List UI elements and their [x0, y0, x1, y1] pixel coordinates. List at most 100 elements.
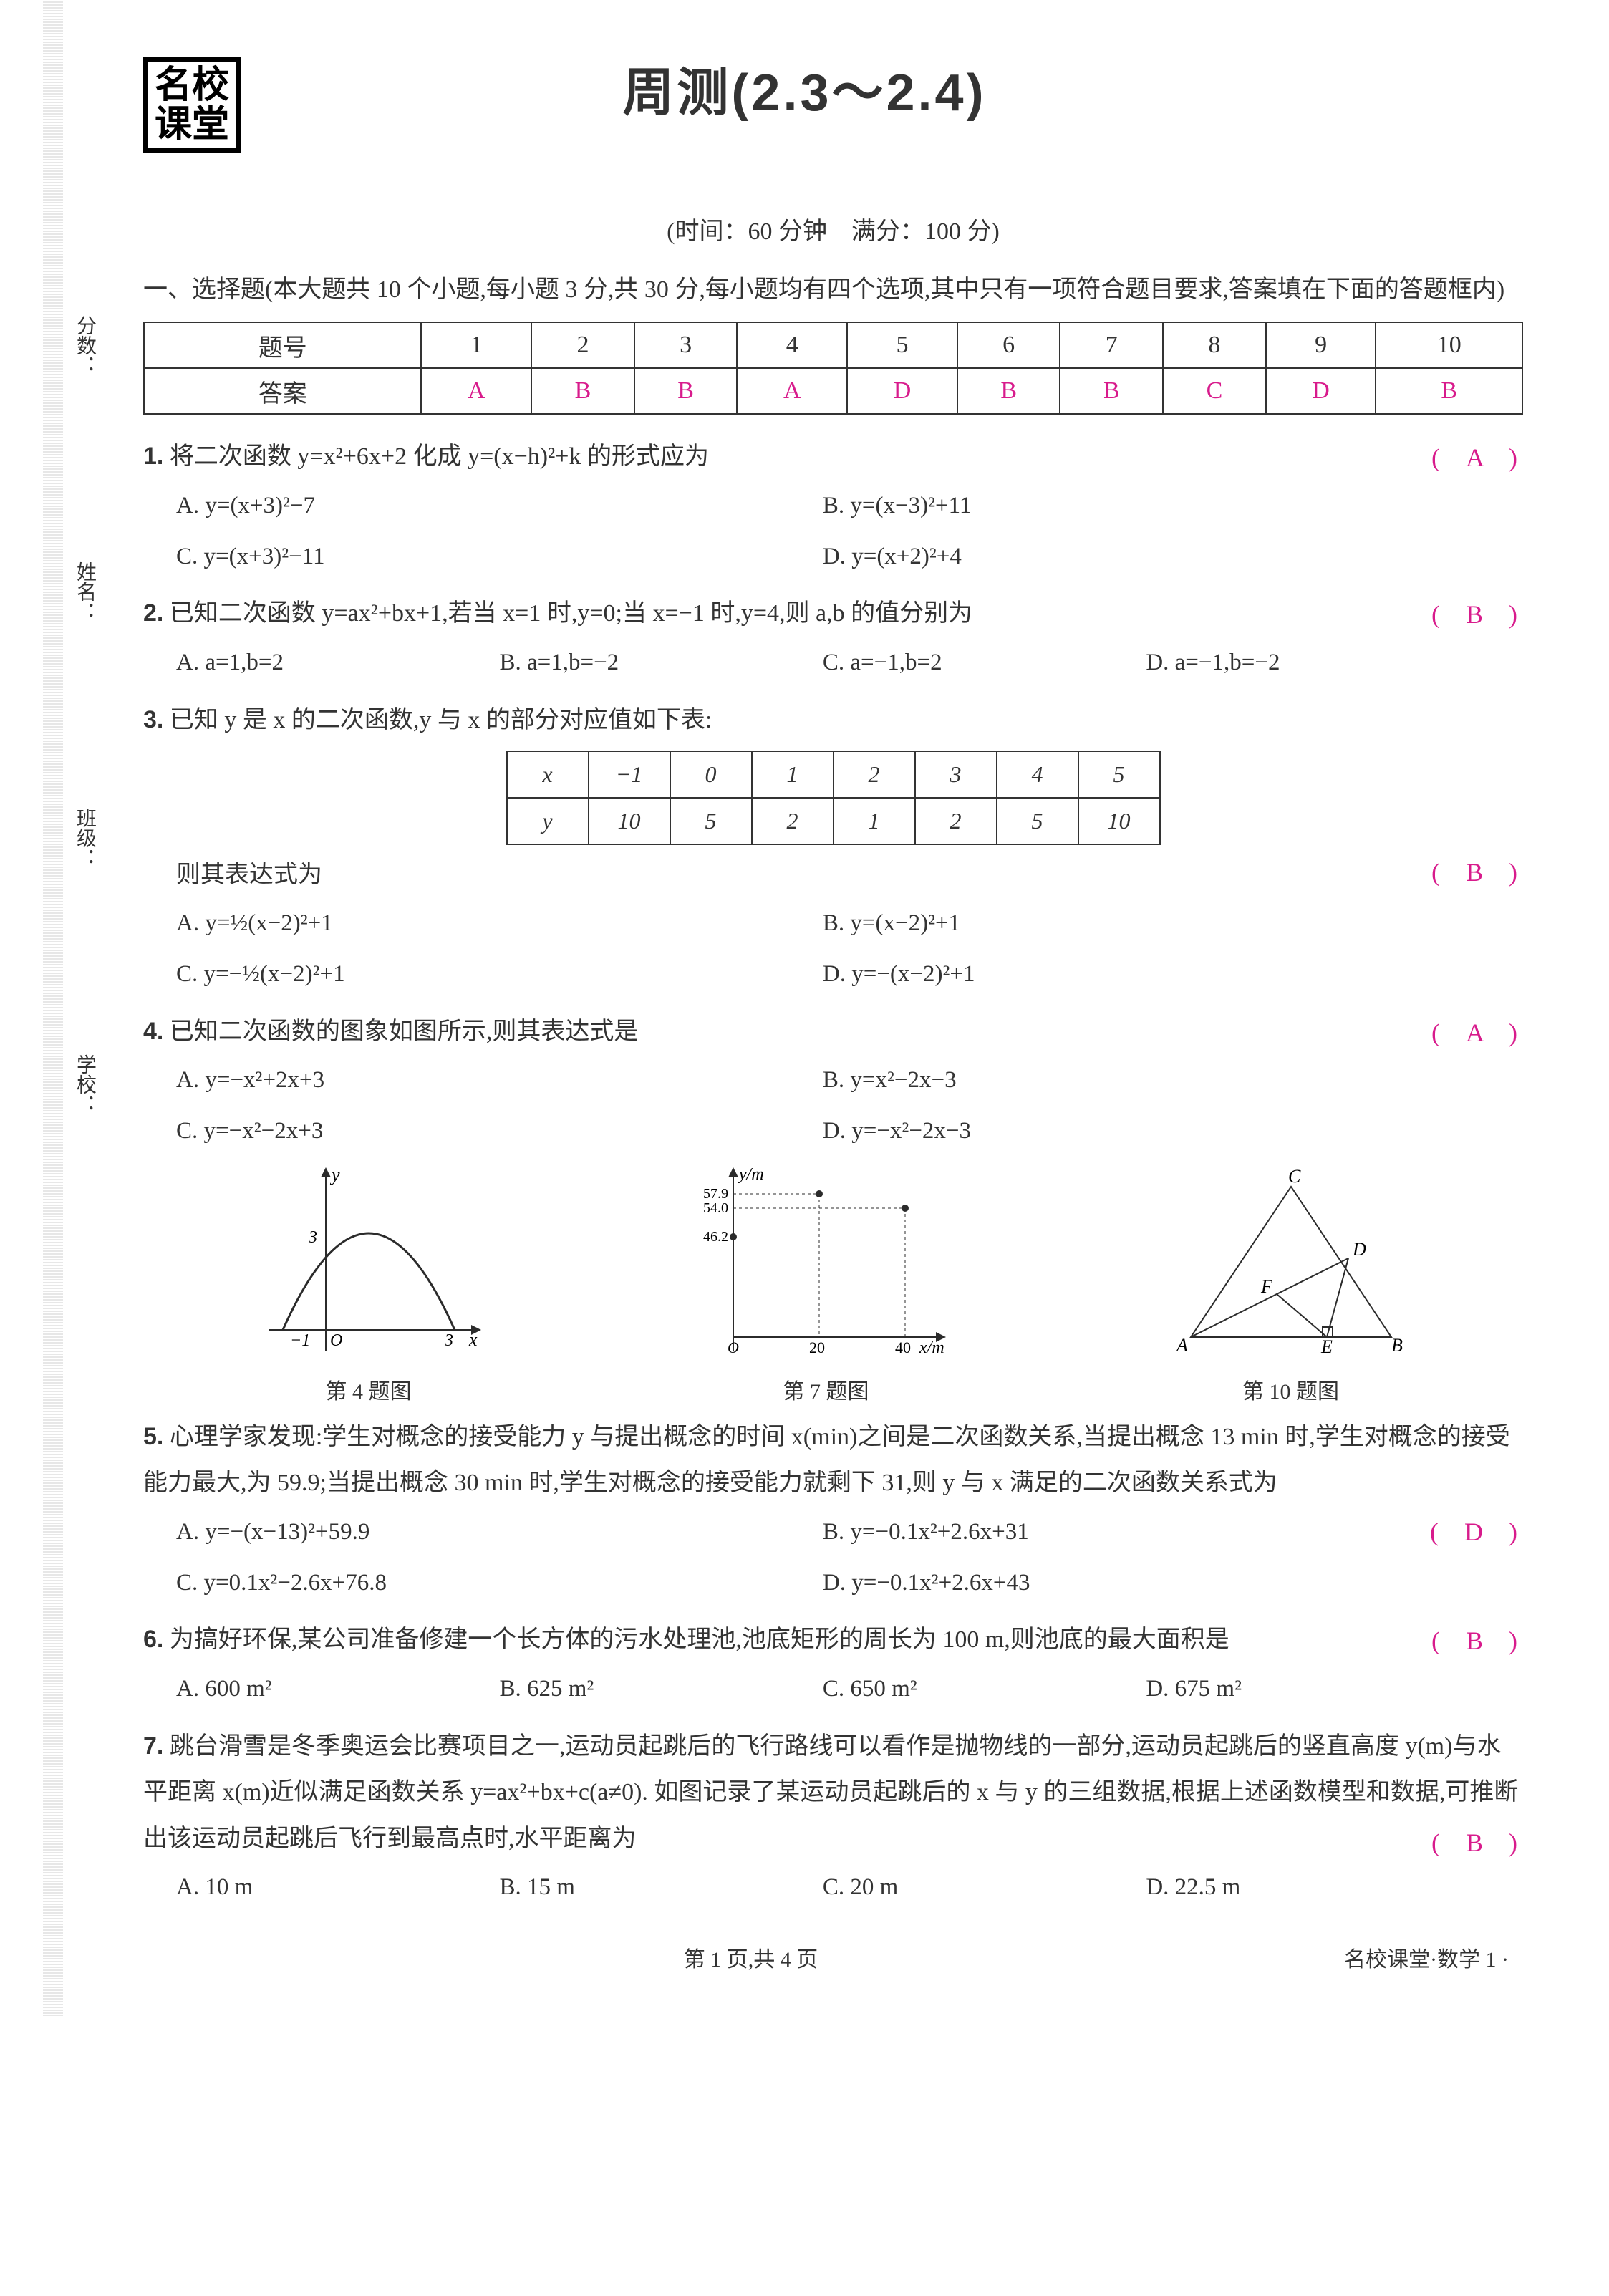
q6-options: A. 600 m² B. 625 m² C. 650 m² D. 675 m² — [176, 1664, 1523, 1714]
svg-text:F: F — [1260, 1276, 1273, 1297]
footer-right: 名校课堂·数学 1 · — [1344, 1942, 1509, 1973]
svg-text:O: O — [330, 1331, 342, 1350]
q1-opt-b: B. y=(x−3)²+11 — [823, 483, 1469, 529]
q3-x6: 5 — [1078, 751, 1160, 798]
q6-opt-a: A. 600 m² — [176, 1666, 499, 1712]
q5-opt-d: D. y=−0.1x²+2.6x+43 — [823, 1561, 1469, 1606]
q3-x-label: x — [507, 751, 589, 798]
answer-2: B — [531, 368, 634, 414]
q3-x0: −1 — [589, 751, 670, 798]
q3-y6: 10 — [1078, 798, 1160, 844]
q6-opt-d: D. 675 m² — [1146, 1666, 1469, 1712]
answer-col-10: 10 — [1376, 322, 1522, 368]
margin-side-labels: 分数： 姓名： 班级： 学校： — [70, 286, 96, 1301]
question-5: ( D ) 5. 心理学家发现:学生对概念的接受能力 y 与提出概念的时间 x(… — [143, 1414, 1523, 1608]
answer-col-9: 9 — [1266, 322, 1376, 368]
page: 分数： 姓名： 班级： 学校： 名校课堂 周测(2.3～2.4) (时间：60 … — [0, 0, 1609, 2016]
q5-options: A. y=−(x−13)²+59.9 B. y=−0.1x²+2.6x+31 C… — [176, 1507, 1523, 1608]
answer-3: B — [634, 368, 738, 414]
answer-col-5: 5 — [847, 322, 957, 368]
svg-text:57.9: 57.9 — [703, 1186, 728, 1202]
answer-4: A — [737, 368, 847, 414]
svg-text:54.0: 54.0 — [703, 1200, 728, 1216]
q2-opt-c: C. a=−1,b=2 — [823, 640, 1146, 685]
q4-answer: ( A ) — [1431, 1008, 1517, 1057]
q5-answer: ( D ) — [1430, 1508, 1517, 1556]
answer-col-4: 4 — [737, 322, 847, 368]
answer-col-7: 7 — [1060, 322, 1163, 368]
q7-opt-a: A. 10 m — [176, 1865, 499, 1910]
q6-opt-c: C. 650 m² — [823, 1666, 1146, 1712]
q5-num: 5. — [143, 1423, 163, 1450]
q3-opt-c: C. y=−½(x−2)²+1 — [176, 952, 823, 997]
parabola-chart-icon: −1 O 3 3 x y — [247, 1165, 491, 1366]
q5-opt-b: B. y=−0.1x²+2.6x+31 — [823, 1510, 1469, 1555]
q7-opt-d: D. 22.5 m — [1146, 1865, 1469, 1910]
answer-head-label: 题号 — [144, 322, 421, 368]
q7-opt-b: B. 15 m — [499, 1865, 822, 1910]
q4-stem: 已知二次函数的图象如图所示,则其表达式是 — [170, 1018, 639, 1045]
q4-opt-d: D. y=−x²−2x−3 — [823, 1109, 1469, 1154]
answer-9: D — [1266, 368, 1376, 414]
q3-x4: 3 — [915, 751, 997, 798]
margin-label-score: 分数： — [70, 315, 99, 375]
q3-y2: 2 — [752, 798, 834, 844]
q3-opt-b: B. y=(x−2)²+1 — [823, 901, 1469, 946]
q3-y0: 10 — [589, 798, 670, 844]
q2-opt-a: A. a=1,b=2 — [176, 640, 499, 685]
figure-row: −1 O 3 3 x y 第 4 题图 57.9 54.0 46.2 — [143, 1165, 1523, 1405]
q6-answer: ( B ) — [1431, 1616, 1517, 1665]
q1-num: 1. — [143, 443, 163, 470]
svg-text:O: O — [728, 1338, 739, 1356]
footer-center: 第 1 页,共 4 页 — [684, 1942, 818, 1973]
q1-opt-d: D. y=(x+2)²+4 — [823, 534, 1469, 579]
q1-opt-c: C. y=(x+3)²−11 — [176, 534, 823, 579]
answer-row-label: 答案 — [144, 368, 421, 414]
q7-stem: 跳台滑雪是冬季奥运会比赛项目之一,运动员起跳后的飞行路线可以看作是抛物线的一部分… — [143, 1733, 1518, 1852]
answer-7: B — [1060, 368, 1163, 414]
answer-col-3: 3 — [634, 322, 738, 368]
margin-label-class: 班级： — [70, 808, 99, 868]
q3-y-label: y — [507, 798, 589, 844]
figure-10: A B C D E F 第 10 题图 — [1162, 1165, 1420, 1405]
q2-stem: 已知二次函数 y=ax²+bx+1,若当 x=1 时,y=0;当 x=−1 时,… — [170, 600, 972, 627]
q7-opt-c: C. 20 m — [823, 1865, 1146, 1910]
q7-answer: ( B ) — [1431, 1818, 1517, 1867]
answer-10: B — [1376, 368, 1522, 414]
q3-x2: 1 — [752, 751, 834, 798]
margin-label-name: 姓名： — [70, 561, 99, 622]
margin-label-school: 学校： — [70, 1054, 99, 1114]
q4-opt-c: C. y=−x²−2x+3 — [176, 1109, 823, 1154]
svg-text:E: E — [1320, 1336, 1333, 1357]
q2-answer: ( B ) — [1431, 590, 1517, 639]
answer-col-1: 1 — [421, 322, 531, 368]
q3-y5: 5 — [997, 798, 1078, 844]
q7-options: A. 10 m B. 15 m C. 20 m D. 22.5 m — [176, 1862, 1523, 1913]
q3-x3: 2 — [834, 751, 915, 798]
answer-col-2: 2 — [531, 322, 634, 368]
answer-1: A — [421, 368, 531, 414]
q3-opt-d: D. y=−(x−2)²+1 — [823, 952, 1469, 997]
q3-value-table: x −1 0 1 2 3 4 5 y 10 5 2 1 2 5 10 — [506, 751, 1161, 845]
q3-x5: 4 — [997, 751, 1078, 798]
answer-col-8: 8 — [1163, 322, 1266, 368]
margin-rule-decor — [43, 0, 63, 2016]
q3-answer: ( B ) — [1431, 848, 1517, 897]
svg-text:20: 20 — [809, 1338, 825, 1356]
svg-text:46.2: 46.2 — [703, 1229, 728, 1245]
q2-options: A. a=1,b=2 B. a=1,b=−2 C. a=−1,b=2 D. a=… — [176, 637, 1523, 688]
svg-text:B: B — [1391, 1335, 1403, 1356]
q2-opt-b: B. a=1,b=−2 — [499, 640, 822, 685]
answer-5: D — [847, 368, 957, 414]
q3-stem: 已知 y 是 x 的二次函数,y 与 x 的部分对应值如下表: — [170, 707, 712, 733]
svg-text:A: A — [1175, 1335, 1188, 1356]
q3-num: 3. — [143, 706, 163, 733]
q5-opt-c: C. y=0.1x²−2.6x+76.8 — [176, 1561, 823, 1606]
q4-opt-b: B. y=x²−2x−3 — [823, 1058, 1469, 1103]
q2-opt-d: D. a=−1,b=−2 — [1146, 640, 1469, 685]
figure-4: −1 O 3 3 x y 第 4 题图 — [247, 1165, 491, 1405]
q1-stem: 将二次函数 y=x²+6x+2 化成 y=(x−h)²+k 的形式应为 — [170, 443, 709, 470]
q5-stem: 心理学家发现:学生对概念的接受能力 y 与提出概念的时间 x(min)之间是二次… — [143, 1424, 1510, 1497]
q3-x1: 0 — [670, 751, 752, 798]
page-title: 周测(2.3～2.4) — [0, 50, 1609, 125]
